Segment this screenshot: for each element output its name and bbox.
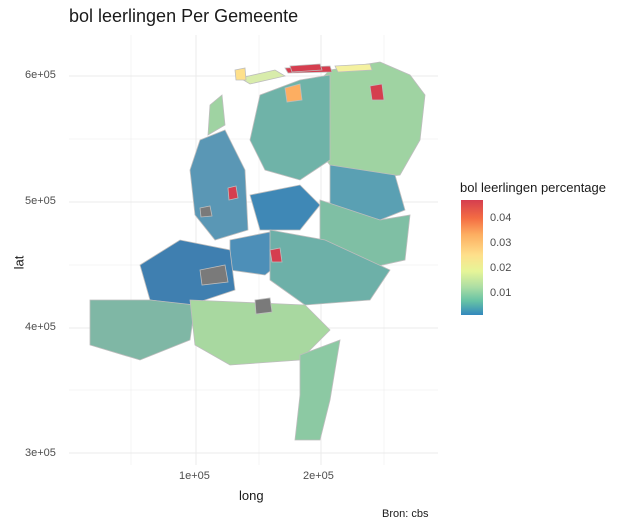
island-3 [334,63,373,73]
hotspot-1 [227,185,239,201]
region-friesland [249,74,331,181]
legend-tick-003: 0.03 [490,237,512,249]
island-5 [289,63,323,73]
chart-title: bol leerlingen Per Gemeente [69,6,299,26]
region-drenthe [329,164,406,221]
region-limburg [294,339,341,441]
y-tick-4e5: 4e+05 [25,321,56,333]
legend-title: bol leerlingen percentage [460,180,606,195]
legend-tick-004: 0.04 [490,212,512,224]
missing-1 [199,264,229,286]
y-axis-label: lat [11,255,27,270]
hotspot-4 [269,247,283,263]
x-tick-2e5: 2e+05 [303,470,334,482]
y-tick-5e5: 5e+05 [25,195,56,207]
y-tick-3e5: 3e+05 [25,447,56,459]
hotspot-3 [369,83,385,101]
hotspot-5 [234,67,247,81]
legend-colorbar [461,200,483,315]
region-gelderland [269,229,391,306]
missing-3 [199,205,213,218]
x-axis-label: long [239,488,264,503]
region-zeeland [89,299,196,361]
x-tick-1e5: 1e+05 [179,470,210,482]
y-tick-6e5: 6e+05 [25,69,56,81]
legend-tick-002: 0.02 [490,262,512,274]
island-1 [238,69,287,85]
hotspot-2 [284,83,303,103]
source-caption: Bron: cbs [382,508,429,520]
missing-2 [254,297,273,315]
region-flevoland [249,184,321,231]
region-noord-holland [189,129,249,241]
legend-tick-001: 0.01 [490,287,512,299]
island-4 [207,94,226,136]
municipalities [89,61,426,441]
